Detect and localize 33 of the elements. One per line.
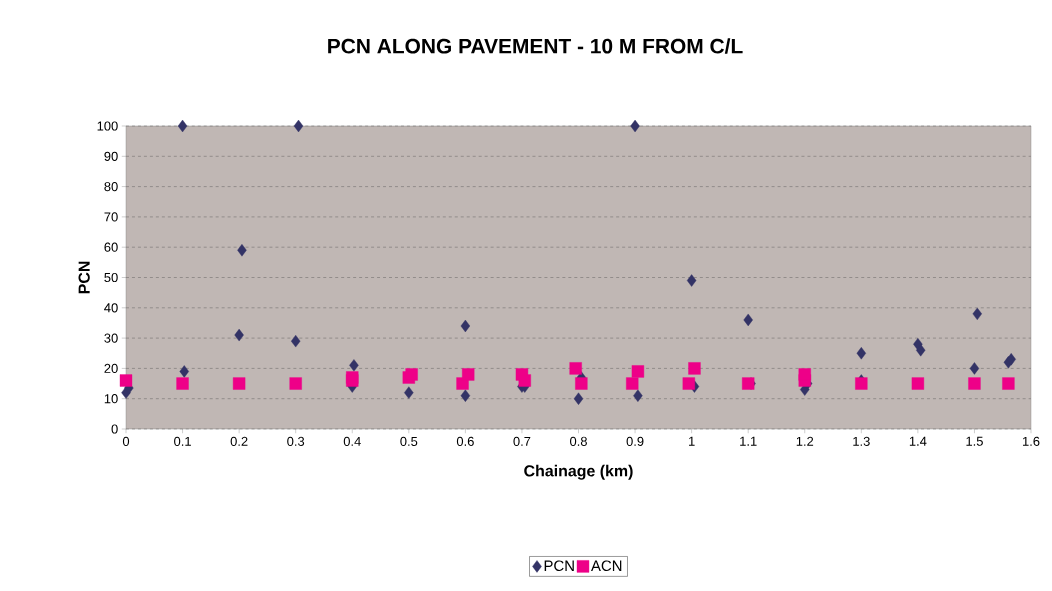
x-tick-label: 1.1 <box>740 436 757 446</box>
legend-label: ACN <box>590 560 622 572</box>
x-tick-label: 0.9 <box>626 436 644 446</box>
x-tick-label: 0.4 <box>343 436 361 446</box>
y-axis-title: PCN <box>78 261 90 294</box>
y-tick-label: 30 <box>104 333 118 343</box>
x-tick-label: 0.5 <box>400 436 418 446</box>
x-tick-label: 0 <box>122 436 130 446</box>
x-tick-label: 1.4 <box>909 436 927 446</box>
legend-label: PCN <box>544 560 574 572</box>
x-tick-label: 1.5 <box>966 436 983 446</box>
x-tick-label: 0.3 <box>287 436 305 446</box>
x-tick-label: 0.6 <box>456 436 474 446</box>
y-tick-label: 70 <box>104 212 118 222</box>
x-tick-label: 0.2 <box>230 436 248 446</box>
x-axis-title: Chainage (km) <box>524 464 633 480</box>
y-tick-label: 90 <box>104 151 118 161</box>
x-tick-label: 0.1 <box>174 436 191 446</box>
chart-title: PCN ALONG PAVEMENT - 10 M FROM C/L <box>328 38 743 54</box>
x-tick-label: 1.3 <box>853 436 870 446</box>
x-tick-label: 1 <box>689 436 695 446</box>
x-tick-label: 1.2 <box>796 436 814 446</box>
x-tick-label: 1.6 <box>1022 436 1040 446</box>
y-tick-label: 10 <box>104 394 118 404</box>
x-tick-label: 0.8 <box>570 436 587 446</box>
y-tick-label: 100 <box>97 121 118 131</box>
y-tick-label: 50 <box>104 272 118 283</box>
y-tick-label: 0 <box>111 424 118 434</box>
y-tick-label: 80 <box>104 182 118 192</box>
y-tick-label: 20 <box>104 363 118 373</box>
x-tick-label: 0.7 <box>513 436 531 446</box>
y-tick-label: 60 <box>104 242 118 252</box>
y-tick-label: 40 <box>104 303 118 313</box>
